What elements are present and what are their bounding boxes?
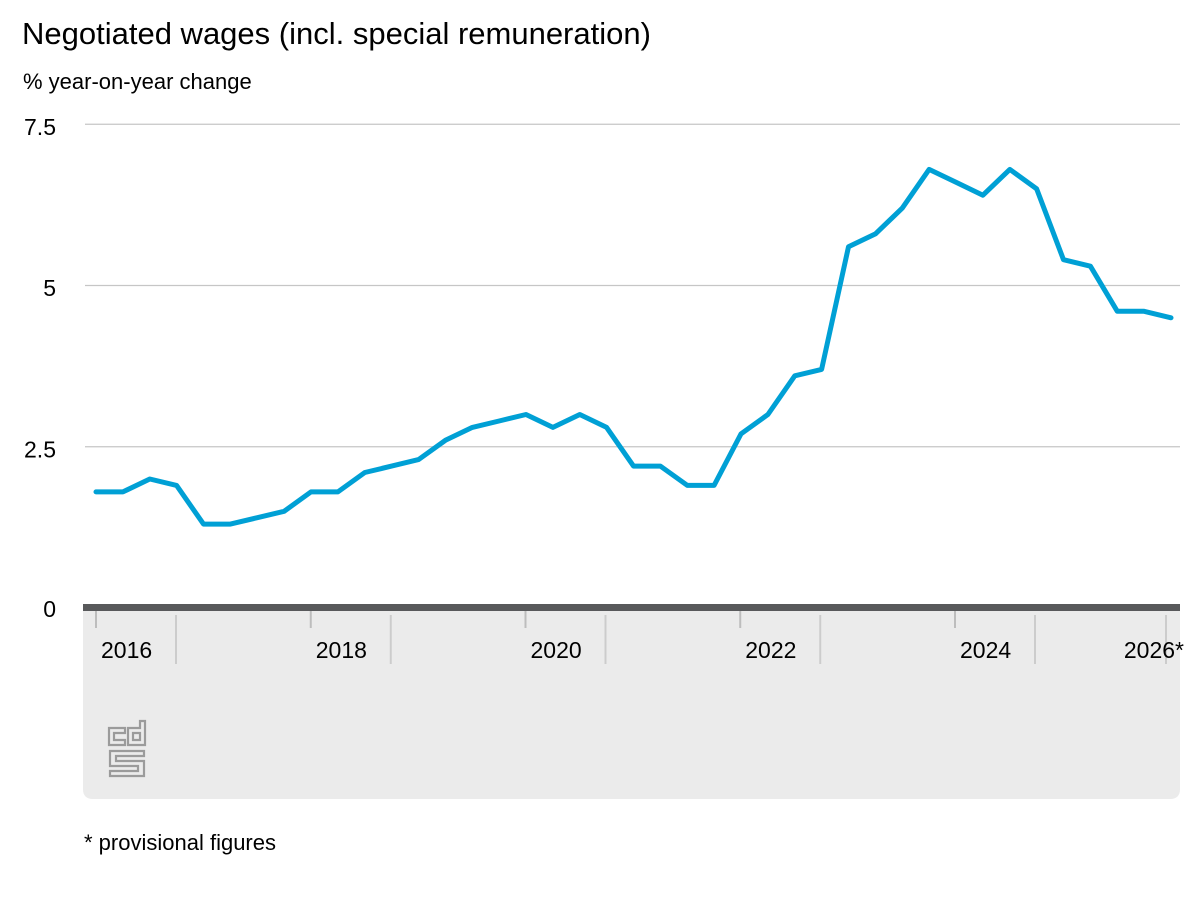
x-axis-line (83, 604, 1180, 611)
x-axis-year-label: 2018 (316, 637, 367, 663)
wage-line-series (93, 166, 1174, 527)
x-axis-year-label: 2020 (531, 637, 582, 663)
y-axis-tick-label: 7.5 (24, 114, 56, 140)
x-axis-year-label: 2024 (960, 637, 1011, 663)
x-axis-band (83, 611, 1180, 799)
x-axis-year-label: 2026* (1124, 637, 1184, 663)
y-axis-tick-label: 2.5 (24, 436, 56, 462)
y-axis-tick-label: 5 (43, 275, 56, 301)
y-axis-unit-label: % year-on-year change (23, 69, 252, 94)
y-axis-tick-label: 0 (43, 596, 56, 622)
x-axis-year-label: 2022 (745, 637, 796, 663)
x-axis-year-label: 2016 (101, 637, 152, 663)
page-title: Negotiated wages (incl. special remunera… (22, 16, 651, 51)
cbs-logo-icon (107, 719, 147, 778)
provisional-note: * provisional figures (84, 830, 276, 855)
